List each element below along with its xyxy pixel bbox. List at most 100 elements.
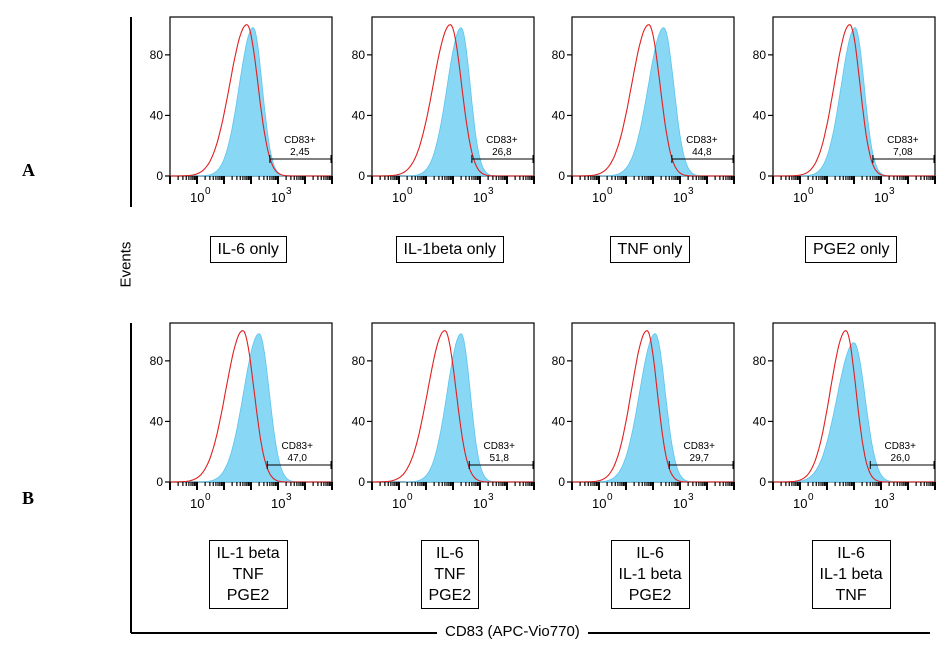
condition-caption-line: TNF xyxy=(232,566,264,583)
condition-caption-line: IL-1beta only xyxy=(403,241,497,258)
x-tick-exponent: 0 xyxy=(808,186,814,197)
x-tick-label: 10 xyxy=(673,496,687,511)
condition-caption-line: IL-6 xyxy=(837,545,865,562)
y-axis-title: Events xyxy=(117,241,135,288)
y-tick-label: 80 xyxy=(150,48,164,62)
x-tick-exponent: 0 xyxy=(808,492,814,503)
gate-label: CD83+ xyxy=(486,135,518,146)
y-tick-label: 0 xyxy=(358,169,365,183)
x-tick-label: 10 xyxy=(592,496,606,511)
x-tick-label: 10 xyxy=(271,190,285,205)
condition-caption: IL-1beta only xyxy=(395,236,505,263)
gate-label: CD83+ xyxy=(284,135,316,146)
gate-percent: 47,0 xyxy=(288,453,308,464)
condition-caption-line: PGE2 only xyxy=(813,241,890,258)
x-tick-exponent: 3 xyxy=(688,492,694,503)
x-tick-exponent: 0 xyxy=(205,186,211,197)
sample-histogram-fill xyxy=(372,333,534,483)
x-tick-label: 10 xyxy=(190,496,204,511)
condition-caption-line: IL-1 beta xyxy=(819,566,883,583)
y-tick-label: 80 xyxy=(352,354,366,368)
x-tick-label: 10 xyxy=(392,190,406,205)
y-tick-label: 40 xyxy=(352,414,366,428)
y-tick-label: 0 xyxy=(358,475,365,489)
condition-caption-line: PGE2 xyxy=(628,587,672,604)
gate-label: CD83+ xyxy=(887,135,919,146)
y-tick-label: 80 xyxy=(552,354,566,368)
x-tick-exponent: 0 xyxy=(407,186,413,197)
condition-caption-line: TNF only xyxy=(617,241,683,258)
x-tick-label: 10 xyxy=(473,190,487,205)
gate-label: CD83+ xyxy=(684,441,716,452)
x-tick-exponent: 3 xyxy=(889,492,895,503)
gate-percent: 7,08 xyxy=(893,147,913,158)
y-tick-label: 40 xyxy=(552,414,566,428)
y-tick-label: 80 xyxy=(552,48,566,62)
x-tick-label: 10 xyxy=(673,190,687,205)
condition-caption-line: PGE2 xyxy=(428,587,472,604)
x-tick-exponent: 3 xyxy=(286,492,292,503)
condition-caption-line: IL-6 xyxy=(636,545,664,562)
x-tick-label: 10 xyxy=(190,190,204,205)
sample-histogram-fill xyxy=(773,342,935,483)
x-tick-label: 10 xyxy=(271,496,285,511)
sample-histogram-fill xyxy=(170,333,332,483)
condition-caption: IL-6 IL-1 beta PGE2 xyxy=(610,540,690,609)
condition-caption: IL-1 beta TNF PGE2 xyxy=(208,540,288,609)
x-axis-title: CD83 (APC-Vio770) xyxy=(437,623,588,640)
condition-caption-line: IL-1 beta xyxy=(216,545,280,562)
y-tick-label: 0 xyxy=(759,169,766,183)
y-tick-label: 80 xyxy=(150,354,164,368)
condition-caption-line: IL-1 beta xyxy=(618,566,682,583)
x-tick-exponent: 0 xyxy=(607,186,613,197)
y-tick-label: 40 xyxy=(753,108,767,122)
gate-percent: 44,8 xyxy=(692,147,712,158)
x-tick-exponent: 3 xyxy=(688,186,694,197)
panel-row-label: B xyxy=(22,488,35,508)
x-tick-exponent: 3 xyxy=(488,186,494,197)
y-tick-label: 40 xyxy=(150,108,164,122)
y-tick-label: 40 xyxy=(753,414,767,428)
condition-caption-line: PGE2 xyxy=(226,587,270,604)
condition-caption-line: TNF xyxy=(434,566,466,583)
y-tick-label: 80 xyxy=(352,48,366,62)
x-tick-label: 10 xyxy=(793,496,807,511)
condition-caption: PGE2 only xyxy=(805,236,898,263)
x-tick-exponent: 3 xyxy=(488,492,494,503)
gate-percent: 29,7 xyxy=(690,453,710,464)
condition-caption: IL-6 IL-1 beta TNF xyxy=(811,540,891,609)
y-tick-label: 0 xyxy=(156,475,163,489)
condition-caption: IL-6 TNF PGE2 xyxy=(420,540,480,609)
x-tick-label: 10 xyxy=(874,496,888,511)
x-tick-label: 10 xyxy=(874,190,888,205)
y-tick-label: 40 xyxy=(352,108,366,122)
condition-caption: TNF only xyxy=(609,236,691,263)
condition-caption-line: IL-6 only xyxy=(217,241,279,258)
y-tick-label: 80 xyxy=(753,48,767,62)
y-tick-label: 80 xyxy=(753,354,767,368)
x-tick-exponent: 0 xyxy=(205,492,211,503)
gate-label: CD83+ xyxy=(686,135,718,146)
x-tick-exponent: 0 xyxy=(407,492,413,503)
condition-caption-line: IL-6 xyxy=(436,545,464,562)
condition-caption: IL-6 only xyxy=(209,236,287,263)
y-tick-label: 0 xyxy=(156,169,163,183)
panel-row-label: A xyxy=(22,160,35,180)
x-tick-exponent: 3 xyxy=(286,186,292,197)
y-tick-label: 0 xyxy=(558,475,565,489)
x-tick-label: 10 xyxy=(793,190,807,205)
gate-label: CD83+ xyxy=(885,441,917,452)
y-tick-label: 0 xyxy=(759,475,766,489)
x-tick-exponent: 3 xyxy=(889,186,895,197)
gate-percent: 51,8 xyxy=(490,453,510,464)
